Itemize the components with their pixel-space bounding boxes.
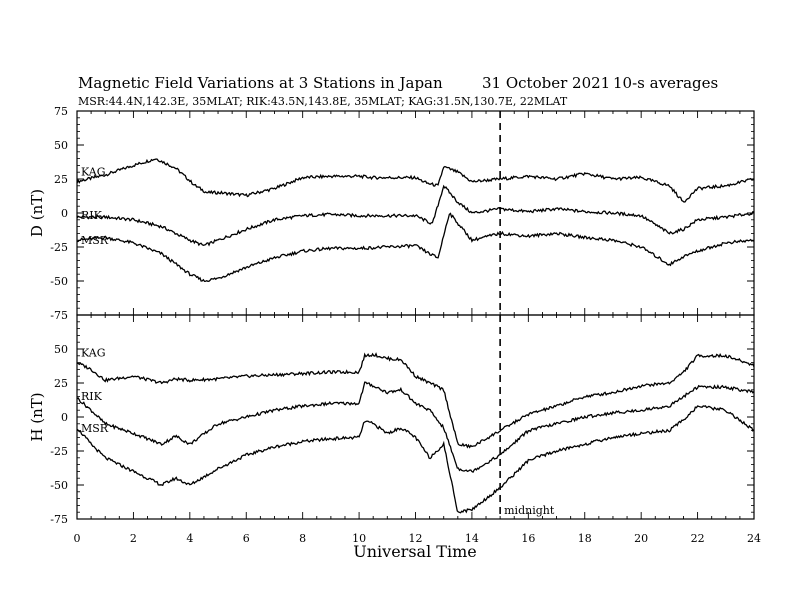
series-label-rik: RIK [81,390,103,403]
y-tick-label: -50 [50,479,68,492]
panel-frame [76,110,755,316]
x-tick-label: 12 [409,532,423,545]
x-tick-label: 0 [74,532,81,545]
y-tick-label: 50 [54,139,68,152]
x-tick-label: 18 [578,532,592,545]
chart-averaging: 10-s averages [613,74,718,92]
x-axis: 0 2 4 6 8 10 12 14 16 18 20 22 24 [74,532,762,545]
series-label-kag: KAG [81,347,106,360]
panel-frame [76,314,755,520]
y-tick-label: -25 [50,445,68,458]
x-tick-label: 2 [130,532,137,545]
x-tick-label: 14 [465,532,479,545]
y-tick-label: -75 [50,513,68,526]
chart-date: 31 October 2021 [482,74,610,92]
x-tick-label: 4 [186,532,193,545]
series-line-rik [76,184,755,247]
series-line-rik [76,381,755,474]
y-tick-label: 75 [54,105,68,118]
y-tick-label: 25 [54,377,68,390]
series-line-kag [76,352,755,449]
y-tick-label: 25 [54,173,68,186]
series-label-msr: MSR [81,234,109,247]
x-tick-label: 10 [352,532,366,545]
chart-subtitle: MSR:44.4N,142.3E, 35MLAT; RIK:43.5N,143.… [78,95,568,108]
x-tick-label: 6 [243,532,250,545]
series-line-msr [76,405,755,514]
x-axis-label: Universal Time [353,542,476,561]
x-tick-label: 16 [521,532,535,545]
y-axis-label: H (nT) [28,392,46,441]
chart-title: Magnetic Field Variations at 3 Stations … [78,74,443,92]
y-tick-label: 0 [61,207,68,220]
y-tick-label: -75 [50,309,68,322]
y-tick-label: 0 [61,411,68,424]
series-line-kag [76,158,755,203]
series-label-msr: MSR [81,422,109,435]
x-tick-label: 24 [747,532,761,545]
panel-h: 50 25 0 -25 -50 -75 H (nT) KAG RIK MSR [28,314,755,526]
series-line-msr [76,212,755,283]
midnight-label: midnight [504,504,555,517]
series-label-kag: KAG [81,166,106,179]
panel-d: 75 50 25 0 -25 -50 -75 D (nT) KAG RIK MSR [28,105,755,322]
x-tick-label: 22 [691,532,705,545]
midnight-marker: midnight [499,111,555,519]
y-tick-label: 50 [54,343,68,356]
y-axis-label: D (nT) [28,189,46,237]
x-tick-label: 8 [299,532,306,545]
y-tick-label: -50 [50,275,68,288]
x-tick-label: 20 [634,532,648,545]
y-tick-label: -25 [50,241,68,254]
series-label-rik: RIK [81,209,103,222]
